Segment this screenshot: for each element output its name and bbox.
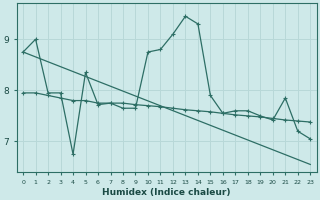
X-axis label: Humidex (Indice chaleur): Humidex (Indice chaleur) xyxy=(102,188,231,197)
